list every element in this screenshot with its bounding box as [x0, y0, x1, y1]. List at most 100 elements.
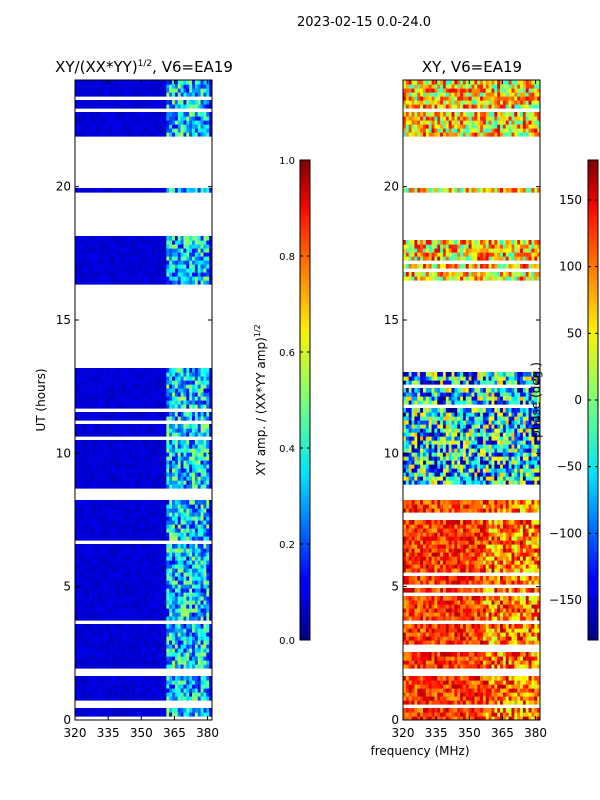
heatmap-cell	[137, 600, 142, 605]
heatmap-cell	[143, 528, 147, 533]
heatmap-cell	[143, 680, 147, 685]
heatmap-cell	[103, 440, 107, 445]
heatmap-cell	[137, 512, 142, 517]
heatmap-cell	[137, 280, 142, 285]
heatmap-cell	[209, 616, 212, 621]
heatmap-cell	[152, 248, 156, 253]
heatmap-cell	[86, 696, 90, 701]
heatmap-cell	[194, 636, 199, 641]
heatmap-cell	[129, 592, 133, 597]
heatmap-cell	[209, 652, 212, 657]
heatmap-cell	[100, 400, 105, 405]
heatmap-cell	[160, 592, 165, 597]
heatmap-cell	[100, 508, 105, 513]
heatmap-cell	[114, 472, 119, 477]
heatmap-cell	[75, 268, 79, 273]
heatmap-cell	[169, 472, 173, 477]
heatmap-cell	[143, 440, 147, 445]
heatmap-cell	[177, 84, 182, 89]
heatmap-cell	[180, 480, 185, 485]
heatmap-cell	[80, 580, 85, 585]
heatmap-cell	[154, 688, 159, 693]
heatmap-cell	[106, 236, 110, 241]
heatmap-cell	[92, 680, 96, 685]
heatmap-cell	[143, 588, 147, 593]
heatmap-cell	[132, 452, 136, 457]
heatmap-cell	[77, 468, 82, 473]
heatmap-cell	[137, 608, 142, 613]
heatmap-cell	[137, 692, 142, 697]
heatmap-cell	[189, 276, 193, 281]
heatmap-cell	[206, 592, 210, 597]
heatmap-cell	[163, 556, 167, 561]
heatmap-cell	[109, 504, 113, 509]
heatmap-cell	[80, 104, 85, 109]
heatmap-cell	[192, 652, 196, 657]
heatmap-cell	[106, 416, 110, 421]
heatmap-cell	[482, 708, 487, 713]
heatmap-cell	[80, 640, 85, 645]
heatmap-cell	[180, 516, 185, 521]
heatmap-cell	[157, 628, 162, 633]
heatmap-cell	[106, 648, 110, 653]
heatmap-cell	[157, 448, 162, 453]
heatmap-cell	[75, 568, 79, 573]
heatmap-cell	[160, 660, 165, 665]
heatmap-cell	[109, 116, 113, 121]
heatmap-cell	[197, 696, 202, 701]
heatmap-cell	[86, 552, 90, 557]
heatmap-cell	[117, 596, 122, 601]
heatmap-cell	[120, 692, 125, 697]
heatmap-cell	[152, 680, 156, 685]
heatmap-cell	[203, 484, 207, 489]
heatmap-cell	[75, 580, 79, 585]
heatmap-cell	[194, 692, 199, 697]
heatmap-cell	[183, 632, 187, 637]
heatmap-cell	[197, 608, 202, 613]
heatmap-cell	[129, 456, 133, 461]
heatmap-cell	[89, 680, 93, 685]
heatmap-cell	[192, 412, 196, 417]
heatmap-cell	[92, 692, 96, 697]
heatmap-cell	[120, 688, 125, 693]
heatmap-cell	[177, 124, 182, 129]
heatmap-cell	[174, 684, 179, 689]
heatmap-cell	[94, 648, 99, 653]
heatmap-cell	[75, 660, 79, 665]
heatmap-cell	[180, 544, 185, 549]
heatmap-cell	[160, 428, 165, 433]
heatmap-cell	[86, 592, 90, 597]
heatmap-cell	[83, 452, 88, 457]
heatmap-cell	[140, 476, 145, 481]
heatmap-cell	[77, 412, 82, 417]
heatmap-cell	[106, 656, 110, 661]
heatmap-cell	[83, 580, 88, 585]
heatmap-cell	[109, 608, 113, 613]
heatmap-cell	[143, 484, 147, 489]
heatmap-cell	[109, 468, 113, 473]
heatmap-cell	[137, 404, 142, 409]
heatmap-cell	[112, 276, 116, 281]
heatmap-cell	[149, 412, 153, 417]
heatmap-cell	[80, 268, 85, 273]
heatmap-cell	[92, 580, 96, 585]
heatmap-cell	[200, 124, 205, 129]
heatmap-cell	[194, 504, 199, 509]
heatmap-cell	[94, 680, 99, 685]
heatmap-cell	[89, 84, 93, 89]
heatmap-cell	[166, 256, 170, 261]
heatmap-cell	[83, 448, 88, 453]
heatmap-cell	[157, 248, 162, 253]
heatmap-cell	[163, 568, 167, 573]
heatmap-cell	[172, 268, 176, 273]
heatmap-cell	[166, 388, 170, 393]
phase-panel-title: XY, V6=EA19	[422, 58, 522, 76]
heatmap-cell	[94, 524, 99, 529]
heatmap-cell	[120, 276, 125, 281]
heatmap-cell	[177, 104, 182, 109]
heatmap-cell	[120, 464, 125, 469]
heatmap-cell	[174, 644, 179, 649]
heatmap-cell	[89, 468, 93, 473]
heatmap-cell	[192, 112, 196, 117]
heatmap-cell	[100, 512, 105, 517]
